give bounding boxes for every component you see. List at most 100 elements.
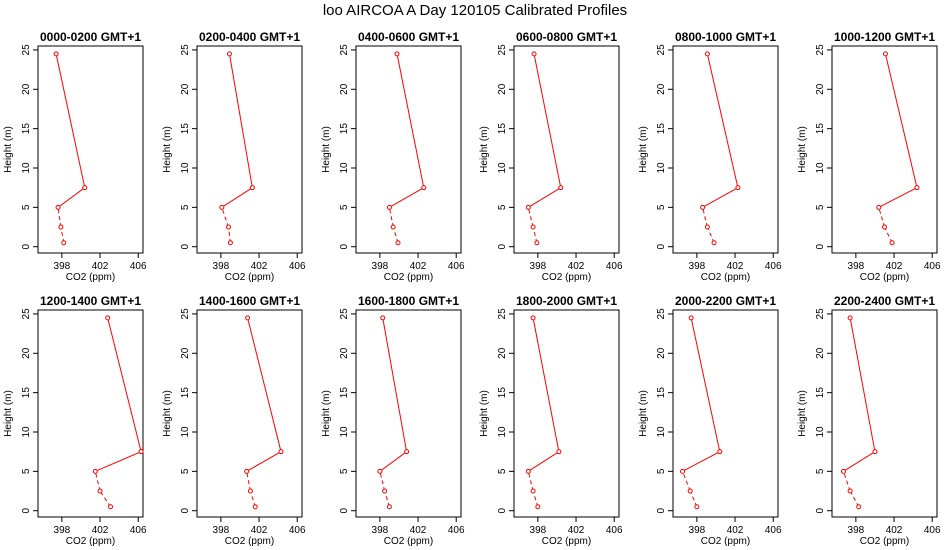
data-point bbox=[882, 51, 888, 57]
profile-segment bbox=[60, 226, 65, 243]
data-point bbox=[226, 224, 231, 230]
y-tick-label: 0 bbox=[656, 507, 667, 513]
data-point bbox=[278, 449, 284, 455]
panel-1: 0000-0200 GMT+1 398 402 406 CO2 (ppm) 0 5 10 15 2… bbox=[3, 30, 147, 283]
panel-title: 1200-1400 GMT+1 bbox=[40, 294, 141, 308]
y-tick-label: 20 bbox=[21, 347, 32, 359]
y-tick-label: 0 bbox=[815, 243, 826, 249]
y-tick-label: 10 bbox=[21, 162, 32, 174]
x-tick-label: 398 bbox=[54, 525, 71, 536]
profile-segment bbox=[884, 53, 918, 188]
profile-segment bbox=[532, 317, 560, 452]
profile-segment bbox=[706, 53, 739, 188]
profile-segment bbox=[388, 207, 394, 228]
data-point bbox=[525, 468, 531, 474]
panel-title: 1000-1200 GMT+1 bbox=[834, 30, 935, 44]
data-point bbox=[687, 488, 693, 494]
data-point bbox=[840, 468, 846, 474]
data-point bbox=[386, 504, 392, 510]
x-tick-label: 406 bbox=[765, 525, 782, 536]
y-tick-label: 15 bbox=[21, 387, 32, 399]
data-point bbox=[534, 240, 540, 246]
data-point bbox=[245, 315, 251, 321]
profile-segment bbox=[246, 451, 282, 472]
data-point bbox=[404, 449, 410, 455]
profile-segment bbox=[702, 207, 708, 228]
data-point bbox=[138, 449, 144, 455]
data-point bbox=[82, 185, 88, 191]
y-tick-label: 25 bbox=[497, 308, 508, 320]
data-point bbox=[390, 224, 396, 230]
y-tick-label: 10 bbox=[656, 426, 667, 438]
y-tick-label: 20 bbox=[815, 347, 826, 359]
x-tick-label: 406 bbox=[448, 525, 465, 536]
panel-9: 1600-1800 GMT+1 398 402 406 CO2 (ppm) 0 5 10 15 2… bbox=[321, 294, 465, 547]
y-tick-label: 25 bbox=[339, 308, 350, 320]
profile-segment bbox=[221, 207, 229, 228]
data-point bbox=[856, 504, 862, 510]
y-tick-label: 0 bbox=[339, 507, 350, 513]
y-tick-label: 20 bbox=[656, 347, 667, 359]
profile-segment bbox=[249, 490, 256, 507]
data-point bbox=[244, 468, 250, 474]
data-point bbox=[61, 240, 67, 246]
data-point bbox=[92, 468, 98, 474]
panel-4: 0600-0800 GMT+1 398 402 406 CO2 (ppm) 0 5 10 15 2… bbox=[479, 30, 623, 283]
data-point bbox=[704, 51, 710, 57]
data-point bbox=[889, 240, 895, 246]
profile-segment bbox=[228, 226, 231, 243]
x-tick-label: 402 bbox=[251, 261, 268, 272]
y-axis-label: Height (m) bbox=[162, 126, 173, 173]
x-tick-label: 398 bbox=[689, 525, 706, 536]
panel-11: 2000-2200 GMT+1 398 402 406 CO2 (ppm) 0 5 10 15 2… bbox=[638, 294, 782, 547]
x-tick-label: 402 bbox=[92, 525, 109, 536]
profile-segment bbox=[532, 490, 539, 507]
x-tick-label: 402 bbox=[727, 525, 744, 536]
x-axis-label: CO2 (ppm) bbox=[542, 272, 591, 283]
data-point bbox=[97, 488, 103, 494]
y-axis-label: Height (m) bbox=[162, 390, 173, 437]
y-tick-label: 10 bbox=[339, 426, 350, 438]
data-point bbox=[680, 468, 686, 474]
y-tick-label: 5 bbox=[497, 468, 508, 474]
y-tick-label: 5 bbox=[815, 468, 826, 474]
plot-frame bbox=[355, 45, 462, 254]
x-tick-label: 402 bbox=[410, 525, 427, 536]
y-tick-label: 20 bbox=[180, 83, 191, 95]
y-tick-label: 25 bbox=[815, 44, 826, 56]
x-tick-label: 402 bbox=[410, 261, 427, 272]
x-axis-label: CO2 (ppm) bbox=[66, 536, 115, 547]
profile-segment bbox=[878, 207, 885, 228]
profile-segment bbox=[682, 451, 721, 472]
x-tick-label: 406 bbox=[289, 525, 306, 536]
data-point bbox=[694, 504, 700, 510]
y-tick-label: 20 bbox=[339, 347, 350, 359]
y-tick-label: 20 bbox=[21, 83, 32, 95]
y-tick-label: 20 bbox=[180, 347, 191, 359]
data-point bbox=[735, 185, 741, 191]
y-tick-label: 15 bbox=[815, 387, 826, 399]
data-point bbox=[108, 504, 114, 510]
panel-title: 1400-1600 GMT+1 bbox=[199, 294, 300, 308]
profile-segment bbox=[528, 187, 562, 208]
y-tick-label: 15 bbox=[815, 123, 826, 135]
plot-frame bbox=[672, 309, 779, 518]
y-tick-label: 5 bbox=[339, 468, 350, 474]
y-axis-label: Height (m) bbox=[3, 126, 14, 173]
y-axis-label: Height (m) bbox=[797, 126, 808, 173]
profile-segment bbox=[384, 490, 390, 507]
panel-title: 1800-2000 GMT+1 bbox=[516, 294, 617, 308]
data-point bbox=[249, 185, 255, 191]
x-tick-label: 398 bbox=[372, 525, 389, 536]
profile-segment bbox=[849, 490, 860, 508]
profile-segment bbox=[228, 53, 253, 188]
x-axis-label: CO2 (ppm) bbox=[384, 272, 433, 283]
profile-segment bbox=[878, 187, 918, 208]
profile-segment bbox=[527, 471, 534, 492]
data-point bbox=[382, 488, 388, 494]
x-tick-label: 406 bbox=[289, 261, 306, 272]
data-point bbox=[531, 51, 537, 57]
data-point bbox=[53, 51, 59, 57]
x-tick-label: 398 bbox=[213, 261, 230, 272]
x-tick-label: 406 bbox=[606, 261, 623, 272]
